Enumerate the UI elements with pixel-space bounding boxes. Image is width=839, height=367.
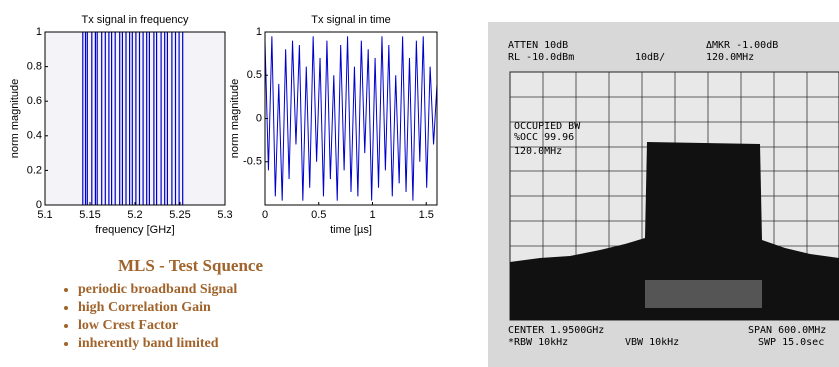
bullet: low Crest Factor — [78, 318, 263, 334]
x-tick-label: 1.5 — [419, 209, 434, 221]
bullet-list: periodic broadband Signal high Correlati… — [60, 282, 263, 352]
x-tick-label: 5.3 — [217, 209, 232, 221]
x-tick-label: 0.5 — [311, 209, 326, 221]
rbw: *RBW 10kHz — [508, 337, 568, 348]
analyzer-photo: ATTEN 10dB RL -10.0dBm 10dB/ ΔMKR -1.00d… — [488, 22, 839, 367]
bullet: periodic broadband Signal — [78, 282, 263, 298]
span: SPAN 600.0MHz — [748, 325, 826, 336]
atten: ATTEN 10dB — [508, 40, 568, 51]
plot-area — [45, 32, 225, 205]
x-tick-label: 5.15 — [79, 209, 100, 221]
y-axis-label: norm magnitude — [9, 79, 21, 159]
heading: MLS - Test Squence — [118, 256, 263, 276]
y-tick-label: 0.4 — [27, 130, 42, 142]
y-tick-label: 0 — [256, 112, 262, 124]
x-axis-label: frequency [GHz] — [95, 224, 174, 236]
page: ATTEN 10dB RL -10.0dBm 10dB/ ΔMKR -1.00d… — [0, 0, 839, 367]
x-tick-label: 1 — [369, 209, 375, 221]
y-tick-label: 1 — [36, 26, 42, 38]
occ-bw: 120.0MHz — [514, 146, 562, 157]
scale: 10dB/ — [635, 52, 665, 63]
occupied-bw: OCCUPIED BW — [514, 121, 581, 132]
marker-freq: 120.0MHz — [706, 52, 754, 63]
chart-title: Tx signal in frequency — [82, 14, 189, 26]
y-tick-label: 1 — [256, 26, 262, 38]
y-tick-label: 0.5 — [247, 69, 262, 81]
bullet: inherently band limited — [78, 336, 263, 352]
x-tick-label: 5.25 — [169, 209, 190, 221]
y-tick-label: 0.8 — [27, 61, 42, 73]
chart-title: Tx signal in time — [311, 14, 390, 26]
occ: %OCC 99.96 — [514, 132, 574, 143]
x-axis-label: time [µs] — [330, 224, 372, 236]
y-axis-label: norm magnitude — [229, 79, 241, 159]
sweep: SWP 15.0sec — [758, 337, 824, 348]
y-tick-label: 0 — [36, 199, 42, 211]
ref-level: RL -10.0dBm — [508, 52, 574, 63]
center: CENTER 1.9500GHz — [508, 325, 604, 336]
x-tick-label: 0 — [262, 209, 268, 221]
y-tick-label: -0.5 — [243, 156, 262, 168]
bullet: high Correlation Gain — [78, 300, 263, 316]
y-tick-label: 0.2 — [27, 164, 42, 176]
x-tick-label: 5.2 — [127, 209, 142, 221]
vbw: VBW 10kHz — [625, 337, 679, 348]
slide-text: MLS - Test Squence periodic broadband Si… — [60, 256, 263, 354]
marker: ΔMKR -1.00dB — [706, 40, 778, 51]
y-tick-label: 0.6 — [27, 95, 42, 107]
